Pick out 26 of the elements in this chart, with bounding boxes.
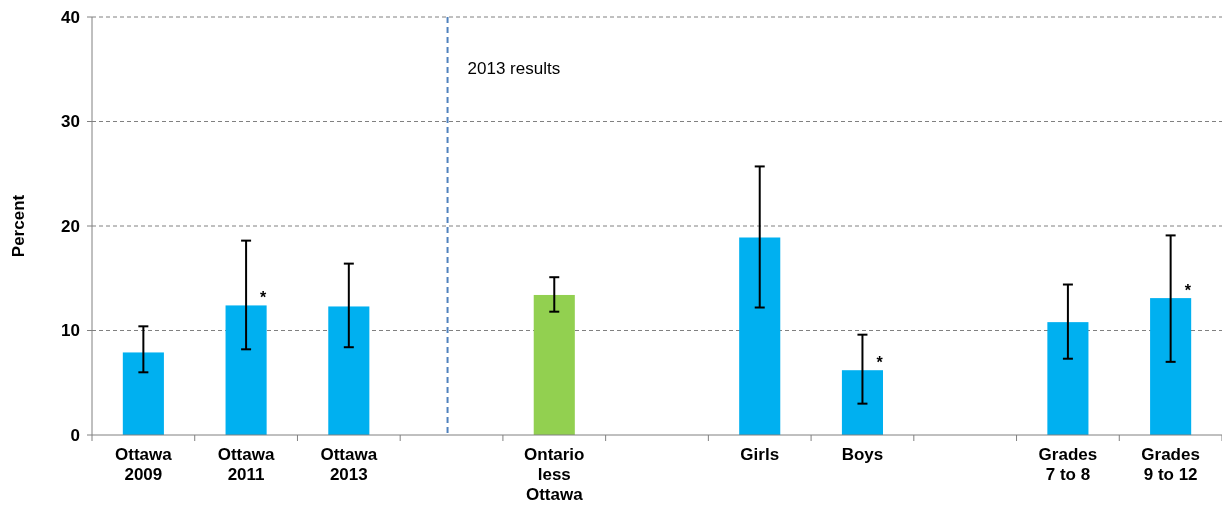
x-tick-label: Ottawa 2011 <box>217 445 275 484</box>
bar <box>739 237 781 435</box>
annotation: * <box>260 289 268 307</box>
bar <box>1047 322 1089 435</box>
x-tick-label: Boys <box>841 445 884 464</box>
bar <box>328 306 370 435</box>
annotation: * <box>1184 282 1192 300</box>
y-tick-label: 40 <box>61 7 80 27</box>
bar <box>122 352 164 435</box>
y-axis-title: Percent <box>9 194 28 258</box>
x-tick-label: Ottawa 2009 <box>115 445 173 484</box>
annotation: * <box>876 354 884 372</box>
x-tick-label: Grades 7 to 8 <box>1038 445 1098 484</box>
bar <box>841 370 883 435</box>
x-tick-label: Ottawa 2013 <box>320 445 378 484</box>
annotation: 2013 results <box>467 59 561 78</box>
y-tick-label: 10 <box>61 321 80 341</box>
x-tick-label: Girls <box>740 445 780 464</box>
y-tick-label: 0 <box>70 425 80 445</box>
bar <box>1150 298 1192 435</box>
bar <box>225 305 267 435</box>
y-tick-label: 30 <box>61 112 80 132</box>
x-tick-label: Grades 9 to 12 <box>1141 445 1200 484</box>
y-tick-label: 20 <box>61 216 80 236</box>
x-tick-label: Ontario less Ottawa <box>524 445 585 504</box>
bar <box>533 294 575 435</box>
